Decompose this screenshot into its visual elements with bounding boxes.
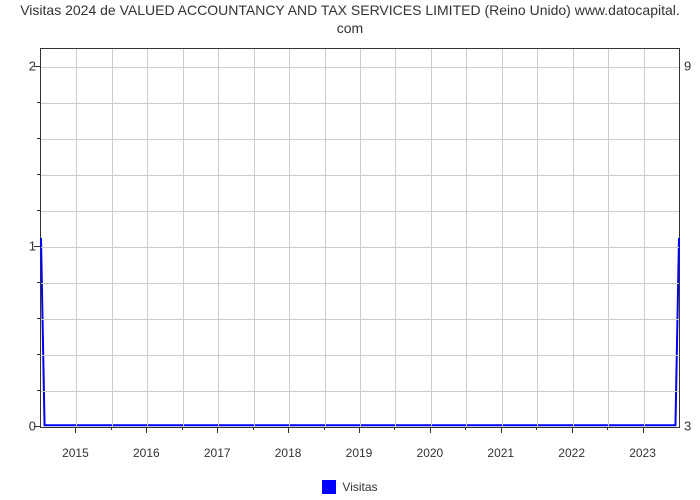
x-tick xyxy=(288,427,289,433)
legend-label: Visitas xyxy=(342,480,377,494)
grid-v-minor xyxy=(395,49,396,427)
plot-area xyxy=(40,48,680,428)
grid-v-minor xyxy=(325,49,326,427)
grid-v-major xyxy=(147,49,148,427)
legend-swatch xyxy=(322,480,336,494)
y-axis-label: 2 xyxy=(4,59,36,74)
x-tick-minor xyxy=(324,427,325,430)
x-axis-label: 2020 xyxy=(417,446,444,460)
grid-h-minor xyxy=(41,391,679,392)
x-tick-minor xyxy=(394,427,395,430)
x-axis-label: 2021 xyxy=(487,446,514,460)
grid-v-minor xyxy=(608,49,609,427)
y-tick-minor xyxy=(37,282,40,283)
chart-title-line1: Visitas 2024 de VALUED ACCOUNTANCY AND T… xyxy=(20,2,680,18)
grid-v-minor xyxy=(183,49,184,427)
chart-title: Visitas 2024 de VALUED ACCOUNTANCY AND T… xyxy=(0,2,700,37)
grid-v-minor xyxy=(112,49,113,427)
x-tick-minor xyxy=(607,427,608,430)
x-tick xyxy=(643,427,644,433)
grid-v-minor xyxy=(537,49,538,427)
grid-h-minor xyxy=(41,211,679,212)
x-tick-minor xyxy=(182,427,183,430)
grid-v-minor xyxy=(254,49,255,427)
y-axis-right-label: 3 xyxy=(684,419,691,434)
x-tick xyxy=(217,427,218,433)
x-axis-label: 2023 xyxy=(629,446,656,460)
x-tick xyxy=(501,427,502,433)
grid-h-minor xyxy=(41,103,679,104)
y-tick-minor xyxy=(37,174,40,175)
grid-v-major xyxy=(360,49,361,427)
x-axis-label: 2015 xyxy=(62,446,89,460)
legend: Visitas xyxy=(0,480,700,494)
x-axis-label: 2019 xyxy=(346,446,373,460)
grid-v-major xyxy=(573,49,574,427)
grid-v-major xyxy=(76,49,77,427)
grid-v-major xyxy=(289,49,290,427)
y-tick-minor xyxy=(37,318,40,319)
x-tick xyxy=(75,427,76,433)
grid-h-minor xyxy=(41,355,679,356)
grid-h-major xyxy=(41,247,679,248)
grid-v-minor xyxy=(466,49,467,427)
x-axis-label: 2016 xyxy=(133,446,160,460)
y-tick-minor xyxy=(37,102,40,103)
chart-title-line2: com xyxy=(337,20,363,36)
y-axis-label: 0 xyxy=(4,419,36,434)
x-tick xyxy=(430,427,431,433)
x-axis-label: 2022 xyxy=(558,446,585,460)
x-axis-label: 2018 xyxy=(275,446,302,460)
x-tick xyxy=(359,427,360,433)
grid-v-major xyxy=(644,49,645,427)
x-tick-minor xyxy=(111,427,112,430)
x-tick-minor xyxy=(465,427,466,430)
y-tick-minor xyxy=(37,390,40,391)
x-tick xyxy=(146,427,147,433)
grid-v-major xyxy=(431,49,432,427)
x-tick xyxy=(572,427,573,433)
y-tick-minor xyxy=(37,210,40,211)
grid-h-minor xyxy=(41,283,679,284)
y-tick-minor xyxy=(37,354,40,355)
grid-h-major xyxy=(41,67,679,68)
x-axis-label: 2017 xyxy=(204,446,231,460)
y-tick-minor xyxy=(37,138,40,139)
grid-v-major xyxy=(218,49,219,427)
y-axis-right-label: 9 xyxy=(684,59,691,74)
grid-h-minor xyxy=(41,139,679,140)
grid-h-minor xyxy=(41,319,679,320)
grid-h-minor xyxy=(41,175,679,176)
x-tick-minor xyxy=(253,427,254,430)
y-axis-label: 1 xyxy=(4,239,36,254)
x-tick-minor xyxy=(536,427,537,430)
grid-v-major xyxy=(502,49,503,427)
